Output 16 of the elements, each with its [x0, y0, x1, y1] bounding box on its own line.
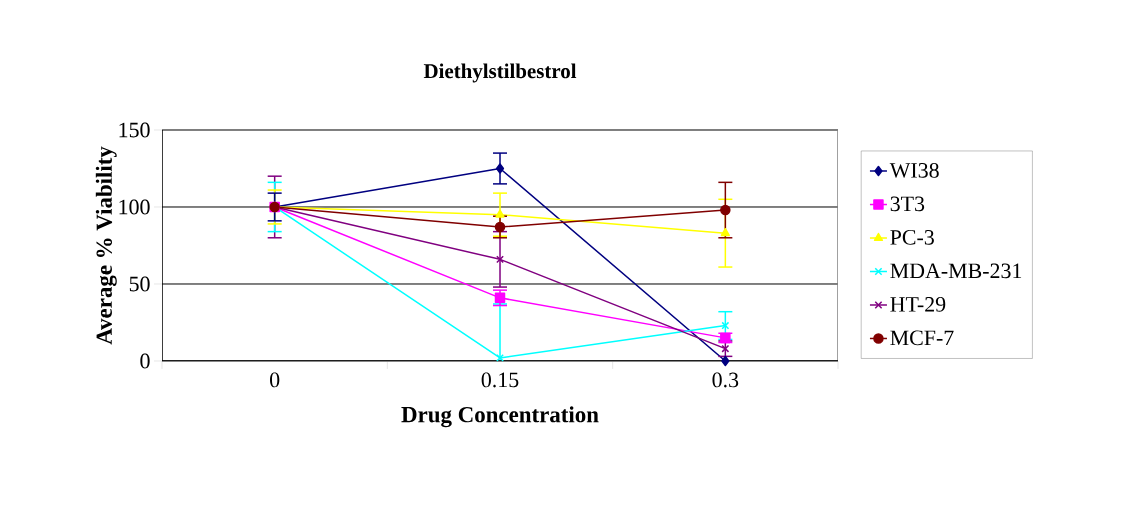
- legend-label: MCF-7: [890, 330, 954, 346]
- x-tick-label: 0.3: [712, 372, 739, 388]
- legend-label: 3T3: [890, 196, 925, 212]
- y-tick-label: 100: [119, 199, 150, 215]
- y-tick-label: 50: [129, 276, 150, 292]
- y-tick-label: 150: [119, 122, 150, 138]
- x-axis-title: Drug Concentration: [401, 406, 599, 428]
- legend-label: MDA-MB-231: [890, 263, 1022, 279]
- x-tick-label: 0: [270, 372, 280, 388]
- legend-label: HT-29: [890, 296, 946, 312]
- legend-label: PC-3: [890, 230, 934, 245]
- y-axis-title: Average % Viability: [95, 146, 117, 345]
- chart-title: Diethylstilbestrol: [423, 63, 577, 83]
- x-tick-label: 0.15: [481, 372, 519, 388]
- legend-label: WI38: [889, 162, 939, 178]
- y-tick-label: 0: [140, 353, 150, 369]
